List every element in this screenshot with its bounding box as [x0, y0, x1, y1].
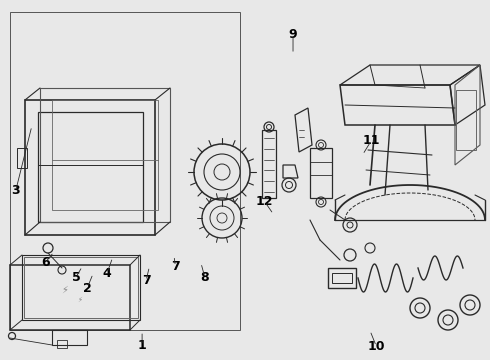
Text: 11: 11	[363, 134, 380, 147]
Text: 1: 1	[138, 339, 147, 352]
Text: 7: 7	[142, 274, 150, 287]
Text: 5: 5	[72, 271, 80, 284]
Text: 4: 4	[102, 267, 111, 280]
Bar	[52, 330, 87, 345]
Bar	[310, 148, 332, 198]
Text: 3: 3	[11, 184, 20, 197]
Bar	[57, 340, 67, 348]
Bar	[17, 148, 27, 168]
Text: 7: 7	[171, 260, 180, 273]
Bar	[332, 273, 352, 283]
Text: 9: 9	[289, 28, 297, 41]
Text: 10: 10	[368, 340, 385, 353]
Bar	[10, 12, 240, 330]
Text: ⚡: ⚡	[62, 285, 69, 295]
Text: 6: 6	[41, 256, 49, 269]
Bar	[456, 90, 476, 150]
Text: 2: 2	[83, 282, 92, 294]
Text: ⚡: ⚡	[77, 297, 82, 303]
Bar	[262, 130, 276, 198]
Bar	[328, 268, 356, 288]
Text: 8: 8	[200, 271, 209, 284]
Text: 12: 12	[256, 195, 273, 208]
